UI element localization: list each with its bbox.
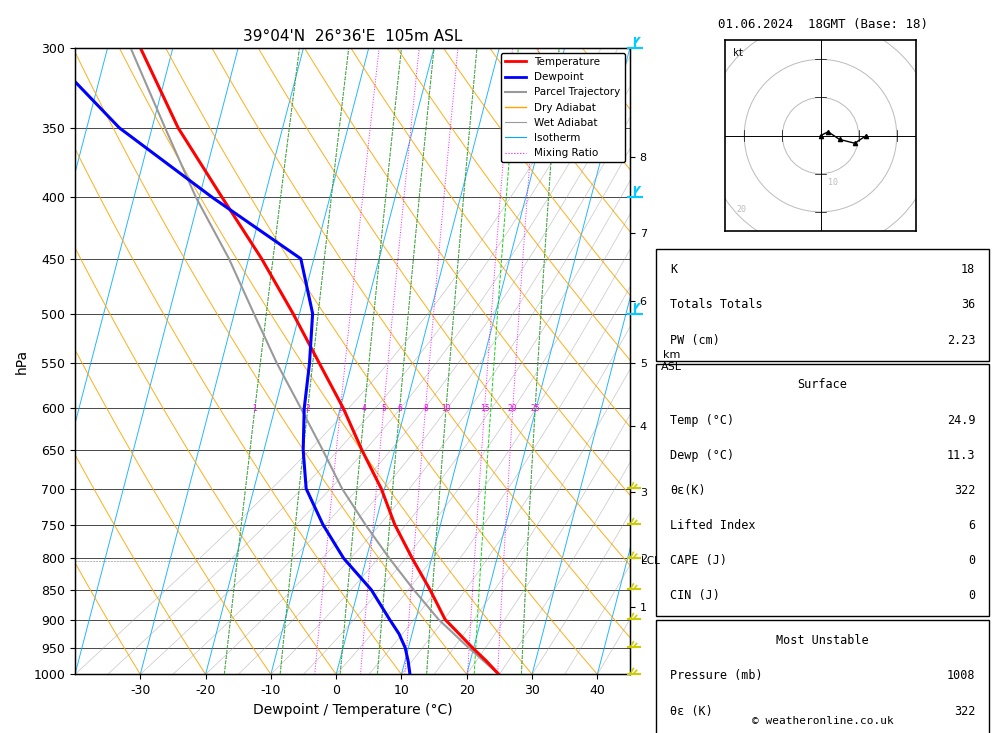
Text: 6: 6: [968, 519, 975, 532]
Text: K: K: [670, 263, 677, 276]
Text: CIN (J): CIN (J): [670, 589, 720, 603]
Text: Lifted Index: Lifted Index: [670, 519, 755, 532]
Text: Dewp (°C): Dewp (°C): [670, 449, 734, 462]
Text: 18: 18: [961, 263, 975, 276]
Text: 20: 20: [508, 404, 518, 413]
Text: 15: 15: [480, 404, 489, 413]
Text: PW (cm): PW (cm): [670, 334, 720, 347]
Text: 1: 1: [253, 404, 257, 413]
Text: 0: 0: [968, 589, 975, 603]
Text: 20: 20: [737, 205, 747, 214]
Bar: [656, 364, 989, 616]
Text: kt: kt: [733, 48, 745, 58]
X-axis label: Dewpoint / Temperature (°C): Dewpoint / Temperature (°C): [253, 703, 452, 717]
Text: 11.3: 11.3: [947, 449, 975, 462]
Text: LCL: LCL: [641, 556, 660, 567]
Text: 5: 5: [381, 404, 386, 413]
Bar: [656, 620, 989, 733]
Text: 4: 4: [362, 404, 367, 413]
Text: 2: 2: [305, 404, 310, 413]
Text: θε (K): θε (K): [670, 704, 713, 718]
Text: 3: 3: [338, 404, 343, 413]
Text: Totals Totals: Totals Totals: [670, 298, 762, 312]
Text: Pressure (mb): Pressure (mb): [670, 669, 762, 682]
Text: © weatheronline.co.uk: © weatheronline.co.uk: [752, 715, 893, 726]
Text: 36: 36: [961, 298, 975, 312]
Text: 10: 10: [441, 404, 451, 413]
Text: CAPE (J): CAPE (J): [670, 554, 727, 567]
Text: 10: 10: [828, 178, 838, 187]
Text: θε(K): θε(K): [670, 484, 705, 497]
Text: 6: 6: [397, 404, 402, 413]
Text: 2.23: 2.23: [947, 334, 975, 347]
Text: 8: 8: [423, 404, 428, 413]
Bar: [656, 249, 989, 361]
Text: 1008: 1008: [947, 669, 975, 682]
Text: Most Unstable: Most Unstable: [776, 634, 869, 647]
Text: 322: 322: [954, 704, 975, 718]
Text: Temp (°C): Temp (°C): [670, 413, 734, 427]
Text: Surface: Surface: [798, 378, 847, 391]
Y-axis label: km
ASL: km ASL: [661, 350, 682, 372]
Legend: Temperature, Dewpoint, Parcel Trajectory, Dry Adiabat, Wet Adiabat, Isotherm, Mi: Temperature, Dewpoint, Parcel Trajectory…: [501, 53, 625, 163]
Title: 39°04'N  26°36'E  105m ASL: 39°04'N 26°36'E 105m ASL: [243, 29, 462, 44]
Text: 0: 0: [968, 554, 975, 567]
Text: 24.9: 24.9: [947, 413, 975, 427]
Text: 01.06.2024  18GMT (Base: 18): 01.06.2024 18GMT (Base: 18): [718, 18, 928, 32]
Text: 25: 25: [530, 404, 540, 413]
Text: 322: 322: [954, 484, 975, 497]
Y-axis label: hPa: hPa: [15, 348, 29, 374]
